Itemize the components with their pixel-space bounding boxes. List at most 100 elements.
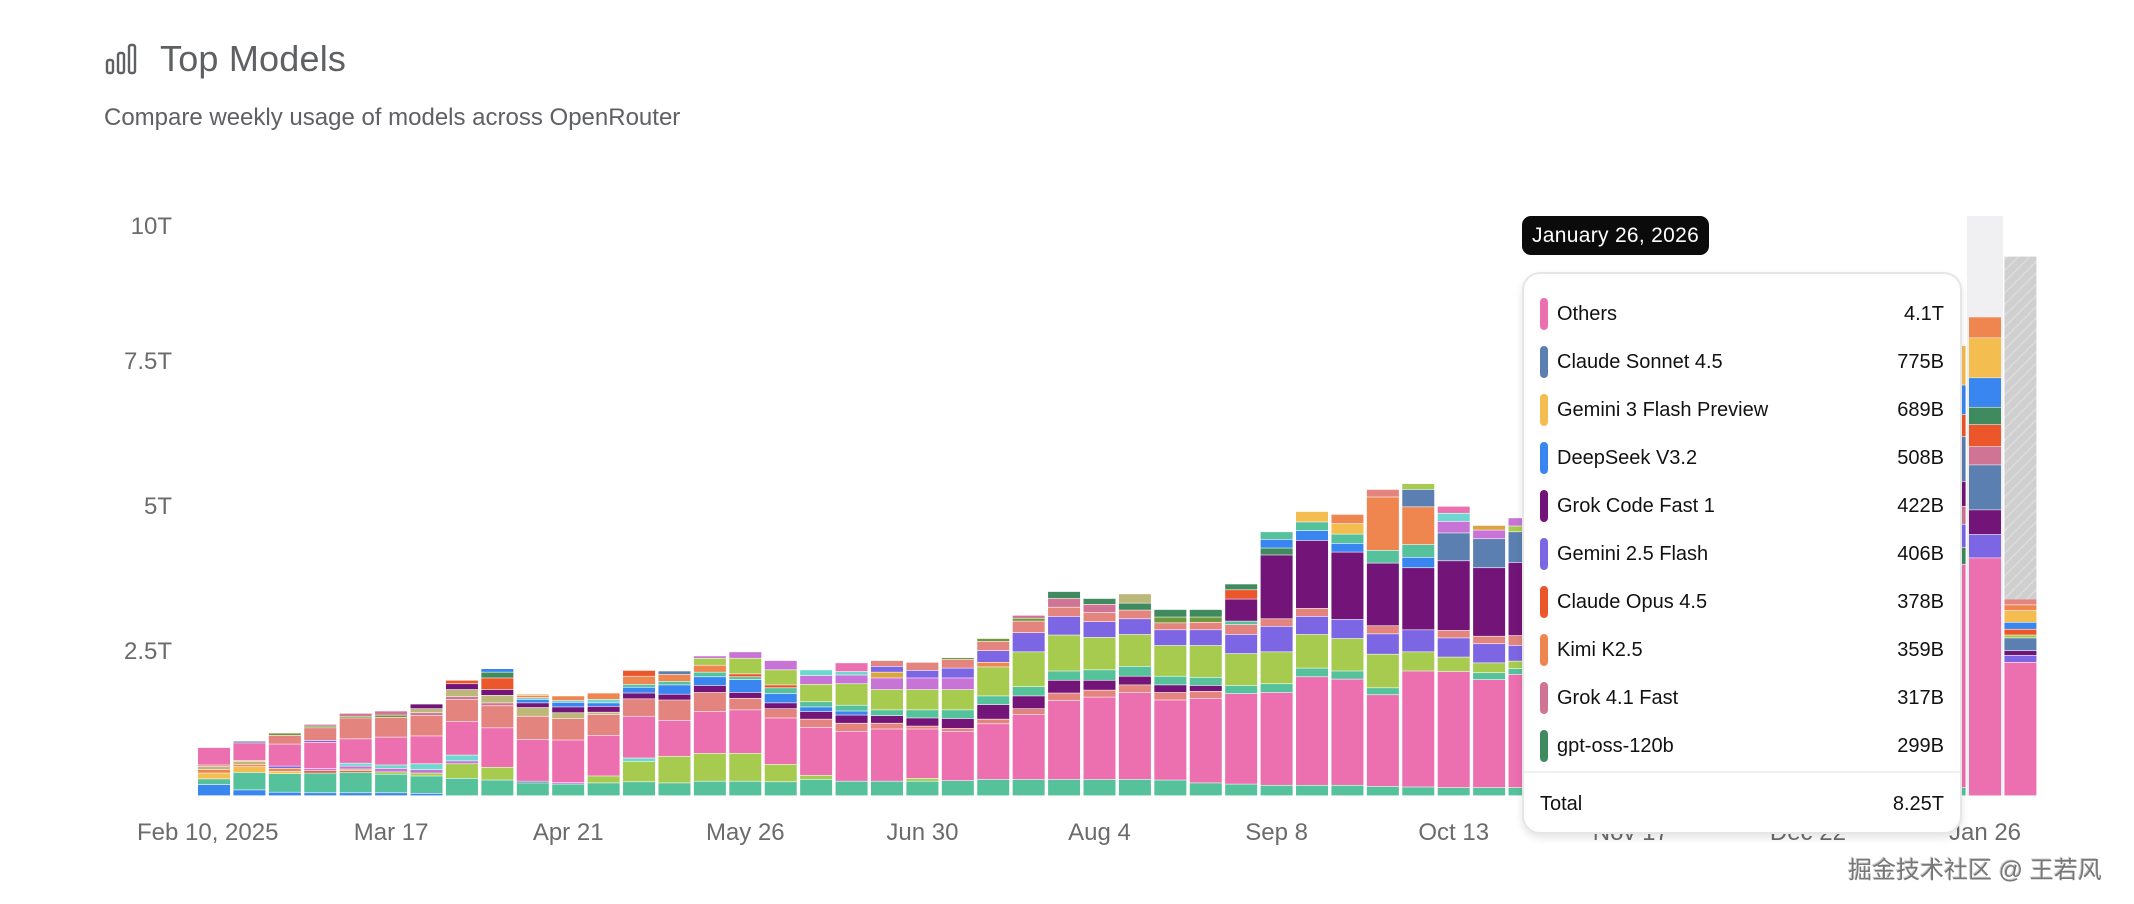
bar[interactable]: [1048, 591, 1081, 796]
tooltip-row-label: Claude Sonnet 4.5: [1557, 350, 1723, 373]
bar[interactable]: [1083, 598, 1116, 796]
bar-segment: [481, 728, 514, 767]
bar-segment: [587, 706, 620, 712]
bar[interactable]: [516, 694, 549, 796]
bar-segment: [941, 689, 974, 710]
bar-segment: [870, 672, 903, 678]
bar-segment: [339, 793, 372, 796]
bar[interactable]: [339, 713, 372, 796]
bar[interactable]: [552, 696, 585, 796]
bar-segment: [835, 671, 868, 675]
bar[interactable]: [623, 670, 656, 796]
bar-segment: [1260, 785, 1293, 796]
bar-segment: [410, 704, 443, 709]
bar-segment: [1366, 489, 1399, 497]
bar[interactable]: [977, 638, 1010, 796]
bar[interactable]: [800, 670, 833, 796]
bar-segment: [1296, 785, 1329, 796]
bar-segment: [1402, 787, 1435, 796]
bar-segment: [1048, 591, 1081, 599]
bar[interactable]: [1402, 483, 1435, 796]
bar[interactable]: [1473, 525, 1506, 796]
bar[interactable]: [445, 680, 478, 796]
bar-segment: [1296, 530, 1329, 541]
bar-segment: [268, 744, 301, 766]
bar-segment: [233, 790, 266, 796]
bar-segment: [1225, 621, 1258, 625]
bar-segment: [516, 695, 549, 698]
bar-segment: [1402, 489, 1435, 507]
bar-segment: [1969, 424, 2001, 447]
bar-segment: [339, 739, 372, 763]
bar-segment: [1366, 550, 1399, 563]
bar[interactable]: [1189, 609, 1222, 796]
bar[interactable]: [233, 741, 266, 796]
bar[interactable]: [1437, 506, 1470, 796]
bar-segment: [304, 740, 337, 743]
bar[interactable]: [410, 704, 443, 796]
bar[interactable]: [198, 747, 230, 796]
bar-segment: [1473, 636, 1506, 644]
bar-segment: [1402, 652, 1435, 671]
bar[interactable]: [304, 724, 337, 796]
bar-segment: [1473, 525, 1506, 530]
bar-segment: [693, 781, 726, 796]
bar-segment: [835, 705, 868, 711]
bar[interactable]: [1225, 584, 1258, 796]
bar-segment: [906, 670, 939, 678]
bar[interactable]: [764, 660, 797, 796]
bar[interactable]: [268, 733, 301, 796]
bar[interactable]: [1969, 317, 2001, 796]
bar[interactable]: [729, 652, 762, 796]
bar-segment: [339, 718, 372, 739]
bar[interactable]: [835, 663, 868, 796]
bar[interactable]: [1118, 594, 1151, 796]
bar-segment: [2004, 622, 2037, 629]
bar-segment: [2004, 638, 2037, 651]
bar-segment: [2004, 610, 2037, 622]
bar-segment: [977, 696, 1010, 705]
bar-segment: [339, 713, 372, 716]
bar-segment: [1189, 677, 1222, 686]
bar-segment: [1331, 679, 1364, 785]
bar[interactable]: [941, 657, 974, 796]
tooltip: Others 4.1T Claude Sonnet 4.5 775B Gemini 3 …: [1522, 272, 1962, 834]
bar-segment: [304, 793, 337, 796]
bar-segment: [445, 778, 478, 796]
bar-segment: [623, 716, 656, 758]
bar-segment: [941, 718, 974, 729]
bar-segment: [233, 772, 266, 790]
bar-segment: [1402, 557, 1435, 568]
tooltip-row-label: Grok 4.1 Fast: [1557, 686, 1679, 709]
bar[interactable]: [2004, 256, 2037, 796]
bar-segment: [1969, 446, 2001, 465]
bar[interactable]: [658, 671, 691, 796]
bar-segment: [870, 689, 903, 710]
bar-segment: [268, 733, 301, 736]
bar-segment: [1296, 668, 1329, 677]
bar[interactable]: [693, 656, 726, 796]
bar-segment: [1189, 685, 1222, 691]
bar-segment: [516, 707, 549, 716]
bar[interactable]: [375, 711, 408, 796]
bar[interactable]: [587, 693, 620, 796]
bar-segment: [1366, 563, 1399, 626]
bar[interactable]: [1154, 609, 1187, 796]
bar-segment: [870, 715, 903, 723]
bar-segment: [1083, 680, 1116, 690]
bar-segment: [587, 776, 620, 783]
bar-segment: [2004, 655, 2037, 662]
bar-segment: [1118, 666, 1151, 676]
bar[interactable]: [1260, 532, 1293, 796]
bar[interactable]: [1296, 511, 1329, 796]
bar[interactable]: [1366, 489, 1399, 796]
bar-segment: [623, 699, 656, 716]
bar-segment: [304, 768, 337, 771]
bar[interactable]: [906, 662, 939, 796]
bar[interactable]: [1012, 615, 1045, 796]
bar[interactable]: [481, 668, 514, 796]
bar[interactable]: [1331, 514, 1364, 796]
bar-segment: [552, 707, 585, 713]
bar[interactable]: [870, 660, 903, 796]
bar-segment: [1189, 783, 1222, 796]
